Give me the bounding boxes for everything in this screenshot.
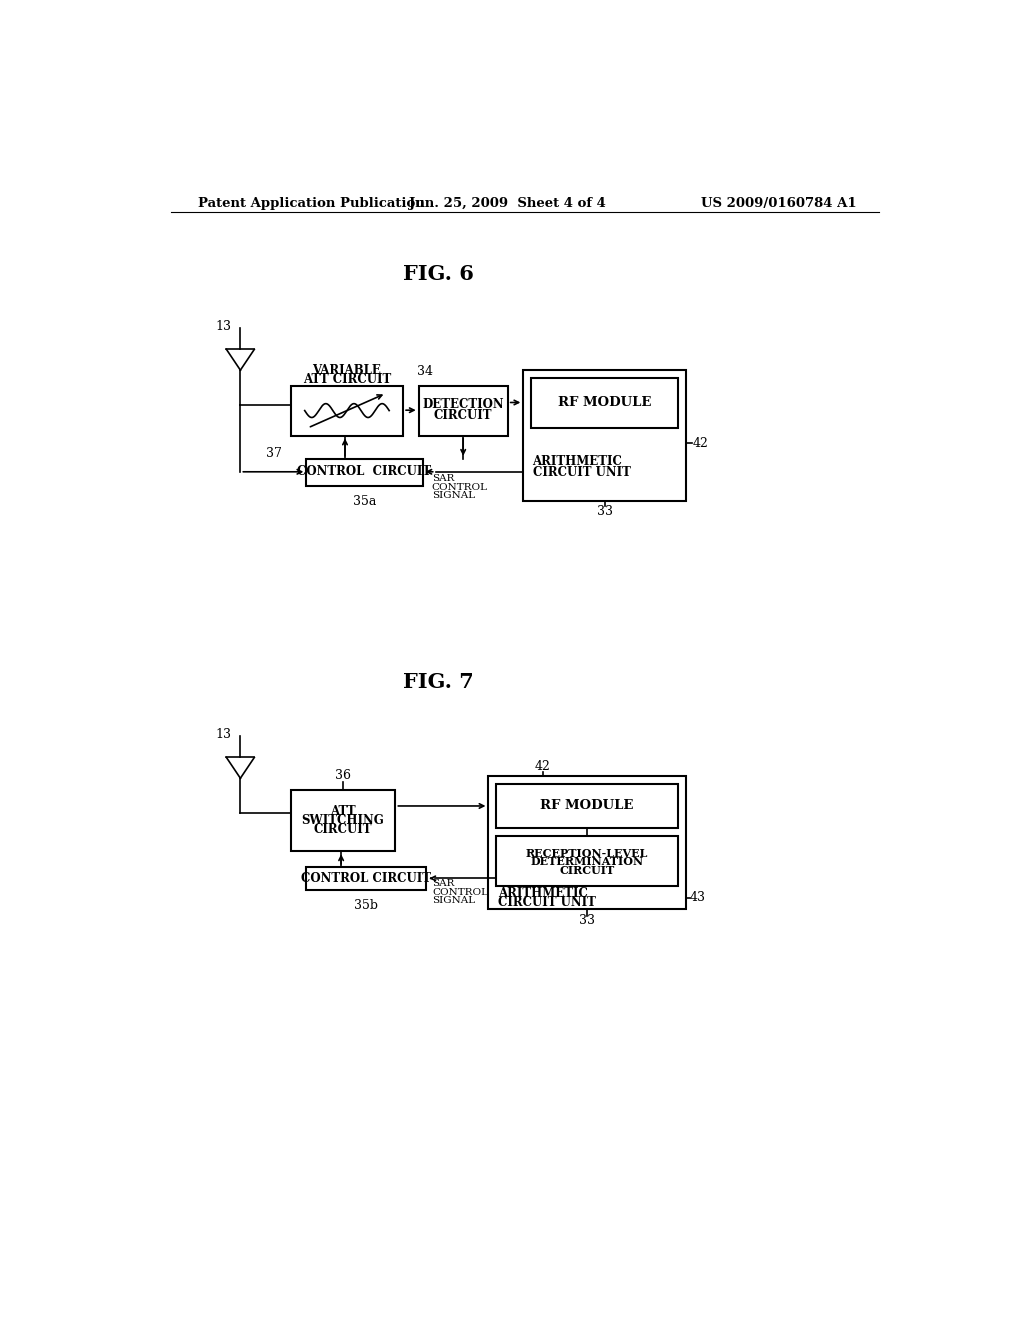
Bar (291, 385, 403, 436)
Text: SAR: SAR (432, 474, 455, 483)
Text: Jun. 25, 2009  Sheet 4 of 4: Jun. 25, 2009 Sheet 4 of 4 (410, 197, 606, 210)
Text: RECEPTION-LEVEL: RECEPTION-LEVEL (526, 847, 648, 859)
Text: 42: 42 (692, 437, 708, 450)
Text: SIGNAL: SIGNAL (432, 896, 476, 906)
Bar (496, 784, 678, 829)
Text: VARIABLE: VARIABLE (312, 363, 381, 376)
Text: ARITHMETIC: ARITHMETIC (532, 454, 623, 467)
Bar (306, 459, 423, 486)
Text: CIRCUIT: CIRCUIT (559, 865, 614, 875)
Text: RF MODULE: RF MODULE (541, 800, 634, 813)
Text: RF MODULE: RF MODULE (558, 396, 651, 409)
Text: Patent Application Publication: Patent Application Publication (198, 197, 425, 210)
Text: ATT CIRCUIT: ATT CIRCUIT (303, 372, 391, 385)
Text: CONTROL  CIRCUIT: CONTROL CIRCUIT (297, 465, 431, 478)
Text: ARITHMETIC: ARITHMETIC (498, 887, 588, 900)
Text: CIRCUIT: CIRCUIT (313, 824, 373, 837)
Text: CONTROL CIRCUIT: CONTROL CIRCUIT (301, 871, 431, 884)
Text: 35b: 35b (354, 899, 378, 912)
Bar (488, 776, 686, 909)
Text: SIGNAL: SIGNAL (432, 491, 475, 500)
Text: DETERMINATION: DETERMINATION (530, 857, 644, 867)
Text: SAR: SAR (432, 879, 455, 888)
Text: US 2009/0160784 A1: US 2009/0160784 A1 (700, 197, 856, 210)
Text: 43: 43 (690, 891, 706, 904)
Text: DETECTION: DETECTION (422, 399, 504, 412)
Text: FIG. 6: FIG. 6 (402, 264, 473, 284)
Text: CIRCUIT UNIT: CIRCUIT UNIT (532, 466, 631, 479)
Bar (291, 789, 395, 851)
Text: 36: 36 (335, 770, 351, 783)
Text: 13: 13 (215, 727, 231, 741)
Text: CONTROL: CONTROL (432, 483, 487, 491)
Text: 13: 13 (215, 319, 231, 333)
Text: 42: 42 (535, 760, 551, 774)
Text: ATT: ATT (331, 805, 356, 818)
Bar (496, 836, 678, 886)
Text: CONTROL: CONTROL (432, 888, 488, 896)
Text: 34: 34 (417, 366, 433, 379)
Text: 35a: 35a (352, 495, 376, 508)
Bar (419, 385, 508, 436)
Text: 37: 37 (265, 446, 282, 459)
Text: CIRCUIT UNIT: CIRCUIT UNIT (498, 896, 596, 909)
Bar (531, 378, 678, 428)
Text: 33: 33 (597, 504, 612, 517)
Text: SWITCHING: SWITCHING (302, 814, 384, 828)
Bar (523, 370, 686, 502)
Text: FIG. 7: FIG. 7 (402, 672, 473, 692)
Text: CIRCUIT: CIRCUIT (434, 409, 493, 422)
Text: 33: 33 (580, 915, 595, 927)
Bar (306, 867, 426, 890)
